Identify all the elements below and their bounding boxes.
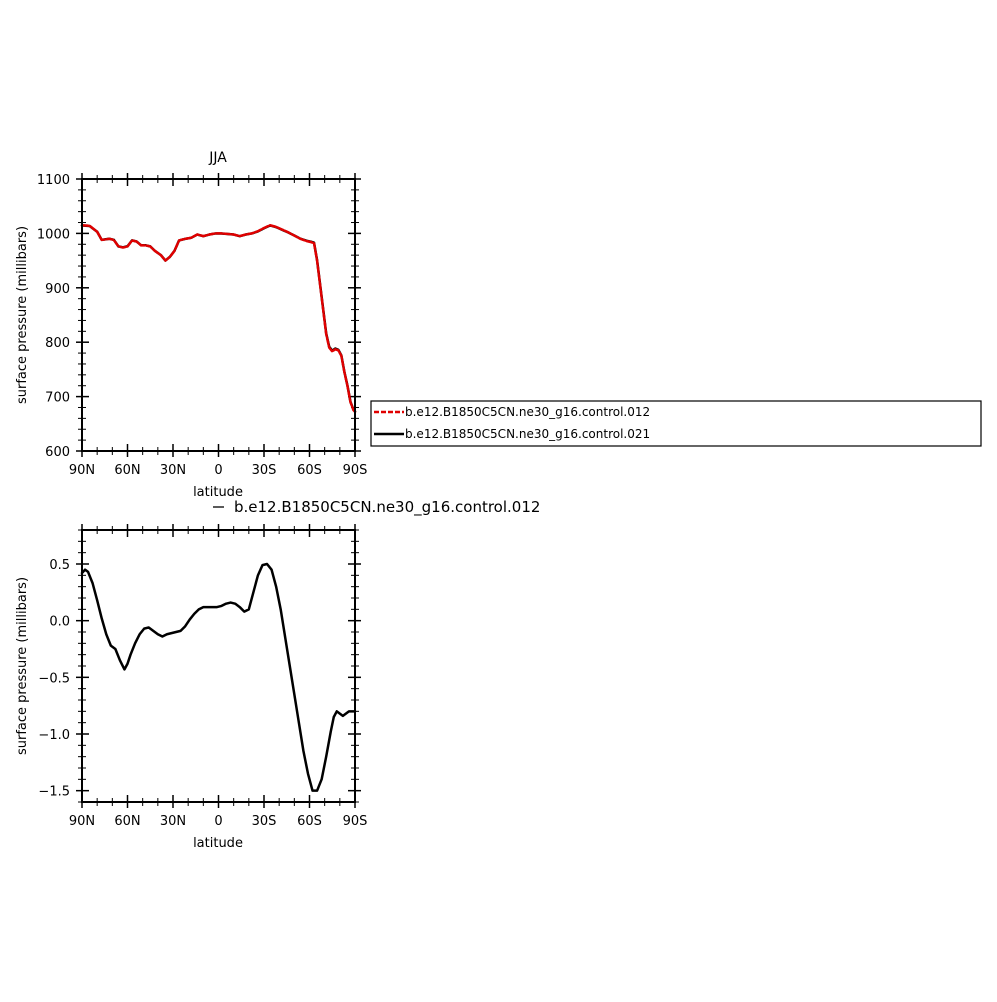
top-x-tick-label: 60N <box>114 463 140 478</box>
top-panel: JJA 90N 60N 30N 0 30S 60S 90S 600 700 800 900 1000 1… <box>15 150 367 500</box>
bottom-axis-ticks: 90N 60N 30N 0 30S 60S 90S 0.5 0.0 −0.5 −1.0 −1.5 <box>38 524 367 829</box>
legend: b.e12.B1850C5CN.ne30_g16.control.012 b.e… <box>370 400 982 447</box>
top-series-line-1 <box>80 223 357 414</box>
top-x-axis-title: latitude <box>193 485 243 500</box>
top-plot-frame <box>81 178 356 452</box>
bottom-x-tick-label: 90N <box>69 814 95 829</box>
bottom-y-tick-label: −1.0 <box>38 728 70 743</box>
bottom-x-tick-label: 60N <box>114 814 140 829</box>
bottom-y-tick-label: −1.5 <box>38 785 70 800</box>
bottom-x-tick-label: 60S <box>297 814 322 829</box>
legend-entry-1: b.e12.B1850C5CN.ne30_g16.control.012 <box>405 405 650 419</box>
top-y-tick-label: 1000 <box>37 227 70 242</box>
legend-box <box>370 400 982 447</box>
top-x-tick-label: 90N <box>69 463 95 478</box>
bottom-y-tick-label: 0.5 <box>49 558 70 573</box>
bottom-y-axis-title: surface pressure (millibars) <box>15 577 30 755</box>
bottom-x-tick-label: 30S <box>252 814 277 829</box>
bottom-series-line-1 <box>80 562 357 792</box>
bottom-x-tick-label: 90S <box>343 814 368 829</box>
bottom-plot-frame <box>81 529 356 803</box>
top-x-tick-label: 60S <box>297 463 322 478</box>
top-x-tick-label: 30N <box>160 463 186 478</box>
top-series-lines <box>80 223 357 414</box>
top-y-tick-label: 800 <box>45 336 70 351</box>
top-y-tick-label: 600 <box>45 445 70 460</box>
top-x-tick-label: 0 <box>214 463 222 478</box>
bottom-series-lines <box>80 562 357 792</box>
legend-entry-2: b.e12.B1850C5CN.ne30_g16.control.021 <box>405 427 650 441</box>
bottom-x-tick-label: 0 <box>214 814 222 829</box>
bottom-x-tick-label: 30N <box>160 814 186 829</box>
top-axis-ticks: 90N 60N 30N 0 30S 60S 90S 600 700 800 900 1000 1100 <box>37 173 367 478</box>
top-y-tick-label: 700 <box>45 391 70 406</box>
bottom-y-tick-label: 0.0 <box>49 615 70 630</box>
top-series-line-2 <box>80 224 357 413</box>
bottom-y-tick-label: −0.5 <box>38 671 70 686</box>
top-y-tick-label: 900 <box>45 282 70 297</box>
top-y-tick-label: 1100 <box>37 173 70 188</box>
top-plot-title: JJA <box>208 150 227 166</box>
top-x-tick-label: 30S <box>252 463 277 478</box>
top-x-tick-label: 90S <box>343 463 368 478</box>
bottom-plot-title: b.e12.B1850C5CN.ne30_g16.control.012 <box>234 498 540 517</box>
top-y-axis-title: surface pressure (millibars) <box>15 226 30 404</box>
bottom-panel: b.e12.B1850C5CN.ne30_g16.control.012 90N… <box>15 498 540 851</box>
bottom-x-axis-title: latitude <box>193 836 243 851</box>
